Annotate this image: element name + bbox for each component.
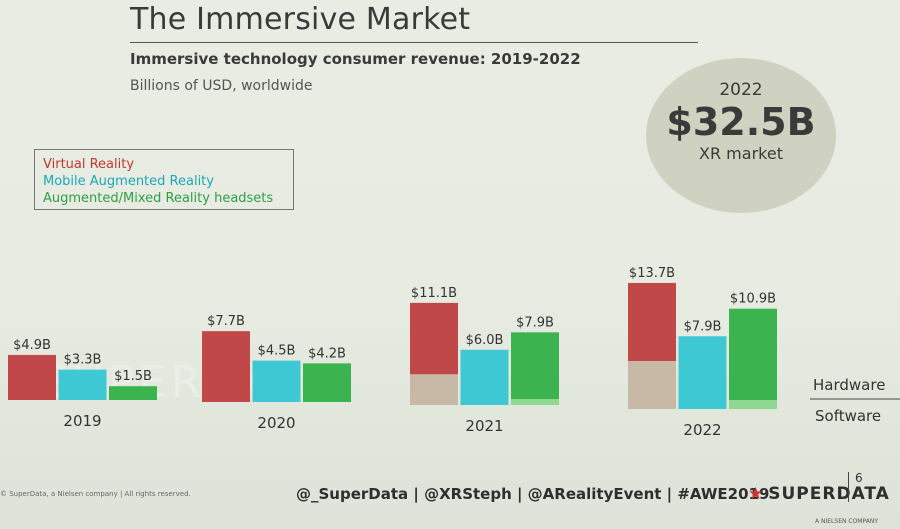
highlight-label: XR market — [699, 144, 783, 163]
copyright-text: © SuperData, a Nielsen company | All rig… — [0, 490, 191, 498]
brand-subtitle: A NIELSEN COMPANY — [815, 518, 878, 525]
page-number: 6 — [855, 471, 863, 485]
highlight-year: 2022 — [719, 80, 763, 100]
hardware-label: Hardware — [813, 376, 885, 394]
chart-units: Billions of USD, worldwide — [130, 78, 313, 94]
bar-ar-headsets-2019 — [109, 386, 157, 400]
brand-logo: ★ SUPERDATA — [748, 484, 890, 504]
legend-item-vr: Virtual Reality — [43, 157, 135, 172]
bar-ar-software-2021 — [511, 399, 559, 405]
bar-mobile-ar-2020 — [252, 360, 301, 402]
data-label-mar-2020: $4.5B — [258, 344, 296, 359]
bar-ar-headsets-2022 — [729, 308, 777, 409]
data-label-mar-2019: $3.3B — [64, 353, 102, 368]
data-label-vr-2020: $7.7B — [207, 314, 245, 329]
bar-ar-headsets-2021 — [511, 332, 559, 405]
highlight-value: $32.5B — [666, 100, 816, 144]
bar-vr-software-2021 — [410, 374, 458, 405]
data-label-mar-2021: $6.0B — [466, 333, 504, 348]
star-icon: ★ — [748, 484, 765, 504]
bar-ar-software-2022 — [729, 400, 777, 409]
bar-mobile-ar-2019 — [58, 369, 107, 400]
legend: Virtual Reality Mobile Augmented Reality… — [34, 149, 294, 210]
data-label-vr-2021: $11.1B — [411, 286, 457, 301]
page-title: The Immersive Market — [130, 2, 471, 37]
category-label-2019: 2019 — [63, 412, 101, 430]
legend-item-ar-headsets: Augmented/Mixed Reality headsets — [43, 191, 274, 206]
title-divider — [130, 42, 698, 43]
data-label-ar-2020: $4.2B — [308, 346, 346, 361]
bar-mobile-ar-2021 — [460, 349, 509, 405]
bar-vr-hardware-2022 — [628, 282, 676, 362]
bar-mobile-ar-2022 — [678, 336, 727, 409]
data-label-mar-2022: $7.9B — [684, 319, 722, 334]
social-handles: @_SuperData | @XRSteph | @ARealityEvent … — [296, 485, 770, 503]
data-label-vr-2022: $13.7B — [629, 266, 675, 281]
xr-market-highlight: 2022 $32.5B XR market — [646, 58, 836, 213]
category-label-2022: 2022 — [683, 421, 721, 439]
data-label-vr-2019: $4.9B — [13, 338, 51, 353]
bar-vr-software-2022 — [628, 361, 676, 409]
category-label-2021: 2021 — [465, 417, 503, 435]
bar-vr-hardware-2019 — [8, 354, 56, 400]
bar-vr-hardware-2020 — [202, 331, 250, 402]
data-label-ar-2021: $7.9B — [516, 315, 554, 330]
bar-vr-hardware-2021 — [410, 302, 458, 375]
page-divider — [848, 472, 849, 502]
software-label: Software — [815, 407, 881, 425]
data-label-ar-2019: $1.5B — [114, 369, 152, 384]
bar-ar-headsets-2020 — [303, 363, 351, 402]
legend-item-mobile-ar: Mobile Augmented Reality — [43, 174, 214, 189]
chart-subtitle: Immersive technology consumer revenue: 2… — [130, 50, 581, 68]
brand-name: SUPERDATA — [768, 484, 890, 504]
category-label-2020: 2020 — [257, 414, 295, 432]
data-label-ar-2022: $10.9B — [730, 292, 776, 307]
